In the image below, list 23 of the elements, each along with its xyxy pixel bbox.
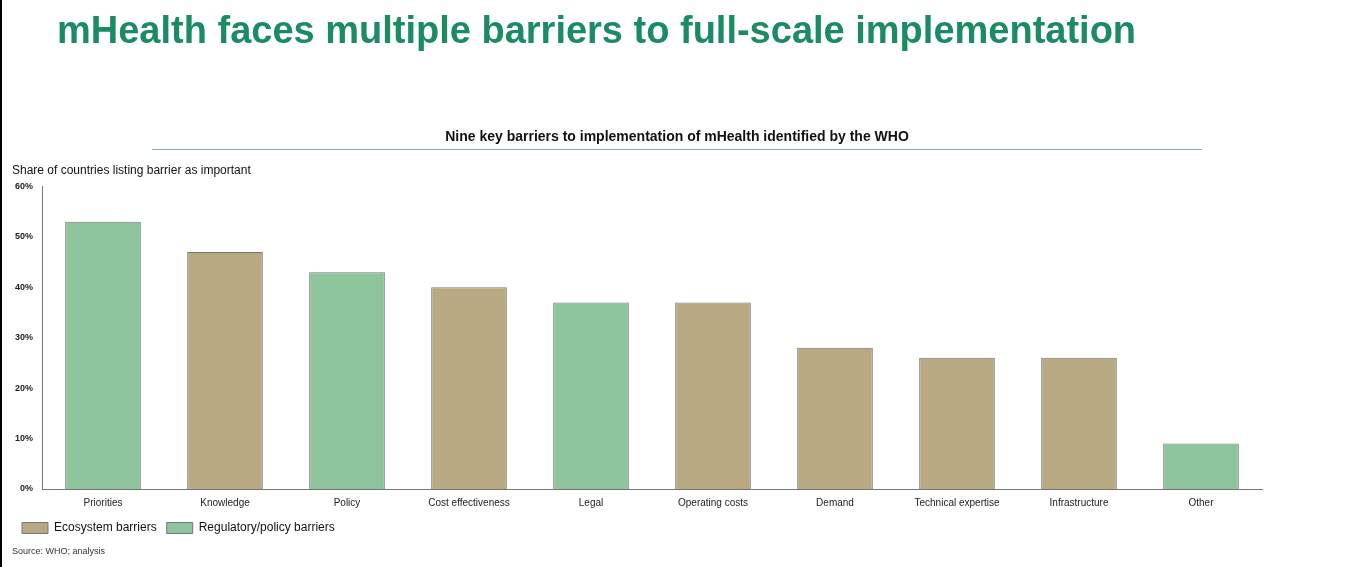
x-tick-label: Cost effectiveness <box>428 496 510 508</box>
x-tick-label: Legal <box>578 496 604 508</box>
y-tick-label: 50% <box>15 231 34 242</box>
x-tick-label: Technical expertise <box>914 496 1000 508</box>
x-tick-label: Demand <box>816 496 854 508</box>
x-tick-label: Knowledge <box>200 496 251 508</box>
chart-title: mHealth faces multiple barriers to full-scale implementation <box>57 8 1138 52</box>
legend-label: Regulatory/policy barriers <box>198 520 335 535</box>
source-note: Source: WHO; analysis <box>12 546 106 556</box>
legend-label: Ecosystem barriers <box>54 520 157 535</box>
y-tick-label: 0% <box>20 483 34 494</box>
y-axis-title: Share of countries listing barrier as important <box>12 163 251 177</box>
chart-subtitle: Nine key barriers to implementation of mHealth identified by the WHO <box>152 128 1202 150</box>
x-tick-label: Other <box>1188 496 1215 508</box>
x-tick-label: Policy <box>333 496 361 508</box>
y-tick-label: 60% <box>15 180 34 191</box>
x-tick-label: Infrastructure <box>1049 496 1109 508</box>
y-tick-label: 10% <box>15 433 34 444</box>
y-tick-label: 40% <box>15 281 34 292</box>
y-tick-label: 20% <box>15 382 34 393</box>
x-tick-label: Operating costs <box>677 496 749 508</box>
x-tick-label: Priorities <box>83 496 123 508</box>
y-tick-label: 30% <box>15 332 34 343</box>
